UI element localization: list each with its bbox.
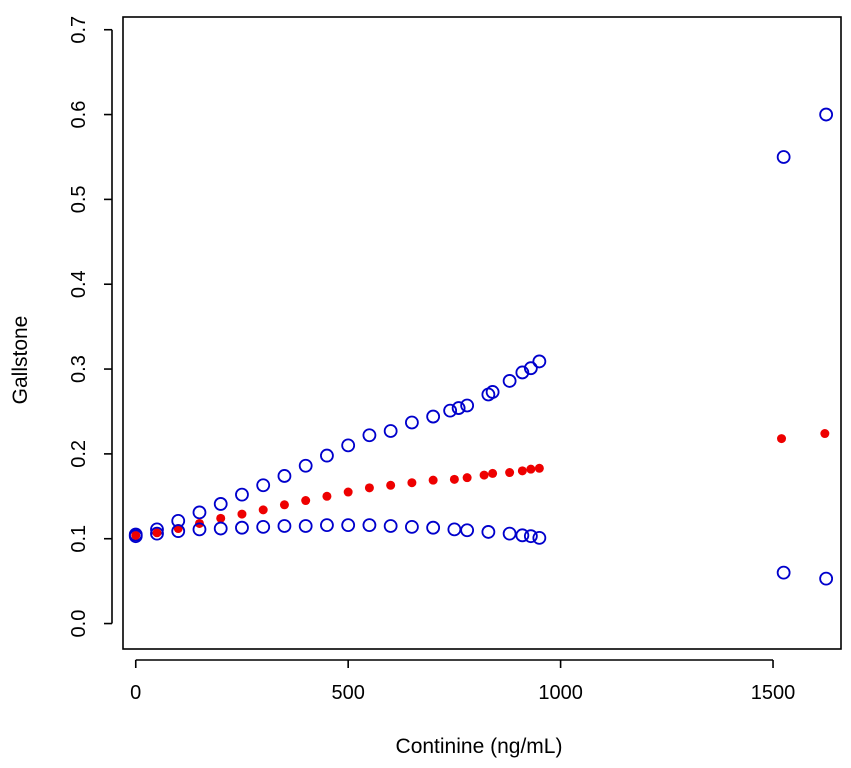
x-axis: 0 500 1000 1500 <box>130 659 796 704</box>
estimate-point <box>301 496 311 506</box>
lower-ci-point <box>460 523 475 538</box>
lower-ci-point <box>298 519 313 533</box>
upper-ci-point <box>502 374 517 388</box>
estimate-point <box>428 475 438 485</box>
y-tick-label: 0.1 <box>68 525 90 553</box>
upper-ci-point <box>819 107 834 122</box>
x-tick-label: 1000 <box>538 682 583 704</box>
estimate-point <box>131 530 141 540</box>
lower-ci-point <box>150 526 164 541</box>
y-tick-label: 0.5 <box>68 185 90 213</box>
estimate-point <box>258 505 268 515</box>
upper-ci-point <box>485 385 500 399</box>
lower-ci-point <box>341 518 356 533</box>
upper-ci-point <box>404 415 419 430</box>
estimate-point <box>534 463 544 473</box>
lower-ci-point <box>515 528 530 543</box>
estimate-point <box>488 468 498 478</box>
estimate-point <box>479 470 489 480</box>
upper-ci-point <box>192 505 207 520</box>
estimate-point <box>820 429 830 439</box>
x-tick-label: 1500 <box>751 682 796 704</box>
upper-ci-point <box>256 478 271 493</box>
y-tick-label: 0.0 <box>68 610 90 638</box>
upper-ci-point <box>383 424 398 438</box>
lower-ci-point <box>404 519 419 534</box>
y-tick-label: 0.7 <box>68 16 90 44</box>
upper-ci-point <box>532 354 547 369</box>
lower-ci-point <box>235 520 249 535</box>
estimate-point <box>237 509 247 519</box>
estimate-point <box>343 487 353 497</box>
y-tick-label: 0.2 <box>68 440 90 468</box>
lower-ci-point <box>362 518 377 533</box>
data-points <box>128 107 834 586</box>
upper-ci-point <box>298 458 313 473</box>
estimate-point <box>462 473 472 483</box>
lower-ci-point <box>502 526 517 541</box>
estimate-point <box>279 500 289 510</box>
lower-ci-point <box>523 529 538 544</box>
lower-ci-point <box>819 571 834 586</box>
estimate-point <box>152 528 162 538</box>
y-axis-title: Gallstone <box>9 316 32 405</box>
upper-ci-point <box>426 409 441 424</box>
lower-ci-point <box>447 522 462 537</box>
upper-ci-point <box>523 361 538 376</box>
estimate-point <box>216 513 226 523</box>
upper-ci-point <box>451 401 466 415</box>
estimate-point <box>322 491 332 501</box>
estimate-point <box>517 466 527 476</box>
lower-ci-point <box>171 524 186 538</box>
y-tick-label: 0.3 <box>68 355 90 383</box>
upper-ci-point <box>277 469 292 483</box>
lower-ci-point <box>481 525 496 539</box>
x-tick-label: 500 <box>331 682 364 704</box>
estimate-point <box>407 478 417 488</box>
x-axis-title: Continine (ng/mL) <box>396 735 563 758</box>
upper-ci-point <box>776 150 791 164</box>
lower-ci-point <box>277 519 292 533</box>
upper-ci-point <box>235 487 249 502</box>
upper-ci-point <box>213 497 228 511</box>
estimate-point <box>526 464 536 474</box>
upper-ci-point <box>515 365 530 380</box>
lower-ci-point <box>128 529 143 544</box>
lower-ci-point <box>532 530 547 545</box>
y-tick-label: 0.6 <box>68 101 90 129</box>
estimate-point <box>386 480 396 490</box>
estimate-point <box>364 483 374 493</box>
lower-ci-point <box>320 518 334 533</box>
lower-ci-point <box>776 565 791 580</box>
upper-ci-point <box>341 438 356 453</box>
estimate-point <box>777 434 787 444</box>
x-tick-label: 0 <box>130 682 141 704</box>
upper-ci-point <box>362 428 377 443</box>
lower-ci-point <box>192 522 207 537</box>
lower-ci-point <box>426 520 441 535</box>
y-tick-label: 0.4 <box>68 270 90 298</box>
upper-ci-point <box>460 398 475 413</box>
plot-frame <box>122 16 842 650</box>
estimate-point <box>505 468 515 478</box>
y-axis: 0.0 0.1 0.2 0.3 0.4 0.5 0.6 0.7 <box>68 16 113 638</box>
upper-ci-point <box>443 403 458 418</box>
lower-ci-point <box>213 521 228 536</box>
estimate-point <box>449 474 459 484</box>
lower-ci-point <box>256 519 271 534</box>
lower-ci-point <box>383 519 398 533</box>
upper-ci-point <box>320 448 334 463</box>
